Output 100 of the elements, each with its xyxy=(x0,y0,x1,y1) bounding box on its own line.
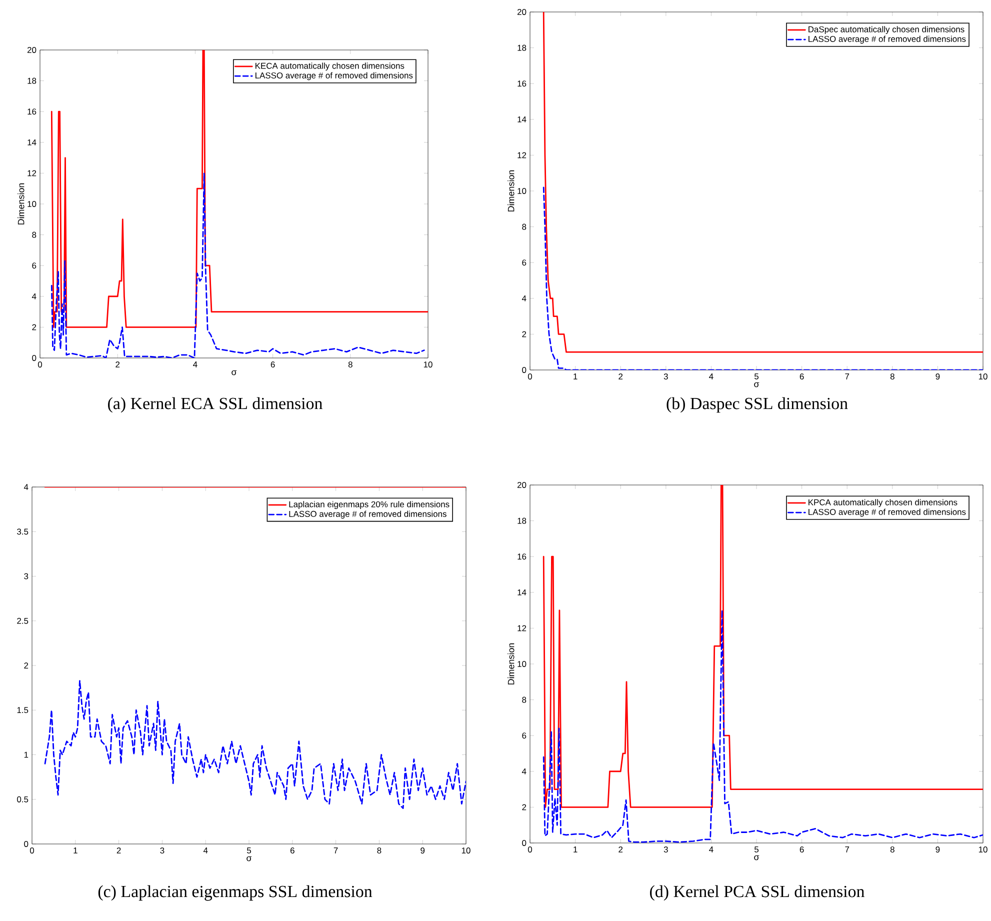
x-tick-label: 9 xyxy=(936,846,940,852)
x-tick-label: 4 xyxy=(709,374,714,380)
y-tick-label: 4 xyxy=(522,295,526,302)
text: (d) Kernel PCA SSL dimension xyxy=(650,885,864,901)
x-tick-label: 6 xyxy=(270,362,275,368)
y-axis-title: Dimension xyxy=(18,183,24,224)
y-tick-label: 3.5 xyxy=(17,528,28,535)
line-series xyxy=(44,680,466,809)
line-series xyxy=(542,484,984,808)
x-tick-label: 7 xyxy=(845,846,850,852)
y-tick-label: 1.5 xyxy=(17,707,28,714)
x-tick-label: 10 xyxy=(424,362,432,368)
y-tick-label: 16 xyxy=(518,80,526,87)
x-tick-label: 0 xyxy=(528,374,532,380)
y-tick-label: 14 xyxy=(28,139,36,146)
x-tick-label: 5 xyxy=(246,848,252,854)
y-tick-label: 12 xyxy=(518,625,526,632)
text: (a) Kernel ECA SSL dimension xyxy=(108,397,322,413)
legend-label: DaSpec automatically chosen dimensions xyxy=(808,26,964,34)
y-tick-label: 2 xyxy=(522,804,526,810)
x-tick-label: 7 xyxy=(845,374,850,380)
y-tick-label: 8 xyxy=(522,224,526,230)
x-tick-label: 2 xyxy=(116,362,120,368)
y-tick-label: 2.5 xyxy=(17,618,28,624)
line-series xyxy=(542,12,984,353)
x-tick-label: 8 xyxy=(890,846,894,852)
x-tick-label: 4 xyxy=(203,848,208,854)
legend-label: Laplacian eigenmaps 20% rule dimensions xyxy=(289,501,450,509)
y-tick-label: 1 xyxy=(24,752,28,758)
y-tick-label: 12 xyxy=(518,152,526,158)
x-tick-label: 2 xyxy=(618,374,623,380)
y-axis-title: Dimension xyxy=(508,643,514,684)
y-tick-label: 4 xyxy=(32,293,36,300)
legend-label: KECA automatically chosen dimensions xyxy=(256,62,404,70)
x-tick-label: 10 xyxy=(462,848,470,854)
y-tick-label: 4 xyxy=(24,484,28,490)
y-axis-title: Dimension xyxy=(508,170,514,212)
text: (c) Laplacian eigenmaps SSL dimension xyxy=(98,885,372,901)
x-tick-label: 6 xyxy=(800,374,804,380)
legend-label: LASSO average # of removed dimensions xyxy=(256,72,413,80)
legend-label: LASSO average # of removed dimensions xyxy=(808,508,966,517)
x-tick-label: 2 xyxy=(116,848,121,854)
x-tick-label: 0 xyxy=(38,362,42,368)
x-tick-label: 5 xyxy=(754,374,759,380)
y-tick-label: 10 xyxy=(518,660,526,667)
y-tick-label: 14 xyxy=(518,589,526,596)
y-tick-label: 18 xyxy=(518,518,526,524)
x-tick-label: 8 xyxy=(890,374,894,380)
y-tick-label: 20 xyxy=(517,8,526,15)
legend-label: LASSO average # of removed dimensions xyxy=(808,36,966,44)
x-tick-label: 5 xyxy=(754,846,759,852)
x-axis-title: σ xyxy=(232,370,237,376)
line-series xyxy=(50,50,428,328)
y-tick-label: 0.5 xyxy=(17,796,28,802)
x-tick-label: 3 xyxy=(664,374,668,380)
x-tick-label: 1 xyxy=(574,846,578,852)
y-tick-label: 0 xyxy=(24,840,28,847)
y-tick-label: 0 xyxy=(522,366,526,373)
x-tick-label: 3 xyxy=(160,848,164,854)
y-tick-label: 16 xyxy=(518,554,526,560)
x-tick-label: 1 xyxy=(574,374,578,380)
x-tick-label: 10 xyxy=(978,374,988,380)
x-tick-label: 9 xyxy=(936,374,940,380)
y-tick-label: 20 xyxy=(517,482,526,488)
x-axis-title: σ xyxy=(246,856,252,862)
x-tick-label: 3 xyxy=(664,846,668,852)
x-tick-label: 4 xyxy=(193,362,198,368)
y-tick-label: 4 xyxy=(522,768,526,774)
x-tick-label: 1 xyxy=(74,848,78,854)
y-tick-label: 10 xyxy=(28,200,36,207)
y-tick-label: 16 xyxy=(28,108,36,115)
y-tick-label: 18 xyxy=(28,78,36,84)
x-axis-title: σ xyxy=(754,855,760,860)
text: (b) Daspec SSL dimension xyxy=(666,397,848,413)
legend-label: KPCA automatically chosen dimensions xyxy=(808,499,958,507)
line-series xyxy=(542,610,984,843)
x-tick-label: 8 xyxy=(377,848,382,854)
x-tick-label: 2 xyxy=(618,846,623,852)
y-tick-label: 20 xyxy=(27,46,36,53)
y-tick-label: 8 xyxy=(32,232,36,238)
y-tick-label: 6 xyxy=(32,262,36,269)
x-tick-label: 4 xyxy=(709,846,714,852)
y-tick-label: 2 xyxy=(24,662,28,668)
x-tick-label: 8 xyxy=(348,362,352,368)
y-tick-label: 6 xyxy=(522,260,526,266)
x-tick-label: 10 xyxy=(978,846,988,852)
y-tick-label: 0 xyxy=(32,354,36,361)
y-tick-label: 12 xyxy=(28,170,36,176)
y-tick-label: 6 xyxy=(522,732,526,739)
x-tick-label: 6 xyxy=(800,846,804,852)
y-tick-label: 8 xyxy=(522,696,526,703)
y-tick-label: 2 xyxy=(32,324,36,330)
x-tick-label: 9 xyxy=(420,848,425,854)
y-tick-label: 14 xyxy=(518,116,526,122)
y-tick-label: 10 xyxy=(518,188,526,194)
x-tick-label: 0 xyxy=(528,846,532,852)
y-tick-label: 0 xyxy=(522,840,526,846)
y-tick-label: 2 xyxy=(522,331,526,338)
x-axis-title: σ xyxy=(754,382,760,388)
legend-label: LASSO average # of removed dimensions xyxy=(289,510,446,519)
